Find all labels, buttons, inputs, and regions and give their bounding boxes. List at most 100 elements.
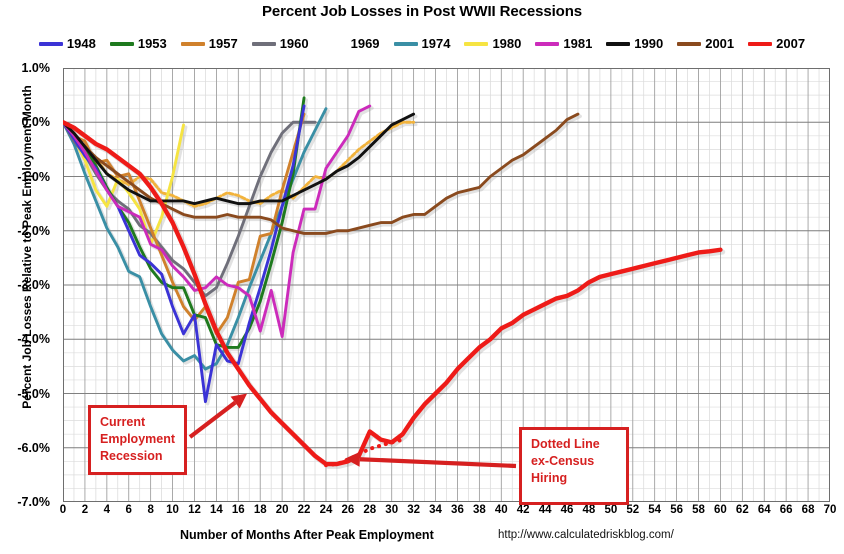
legend-label-1981: 1981: [563, 36, 593, 51]
legend-item-1974[interactable]: 1974: [393, 36, 451, 51]
legend-swatch-1974: [393, 41, 418, 46]
x-tick-label: 54: [648, 504, 662, 516]
legend-item-1960[interactable]: 1960: [251, 36, 309, 51]
y-tick-label: -2.0%: [17, 223, 50, 238]
x-tick-label: 46: [560, 504, 574, 516]
y-tick-label: -5.0%: [17, 386, 50, 401]
callout-line-3: Recession: [100, 449, 163, 463]
x-tick-label: 2: [81, 504, 89, 516]
x-tick-label: 30: [385, 504, 399, 516]
legend-swatch-1980: [464, 41, 489, 46]
x-tick-label: 48: [582, 504, 596, 516]
x-tick-label: 28: [363, 504, 377, 516]
legend-label-1948: 1948: [66, 36, 96, 51]
legend-swatch-2001: [677, 41, 702, 46]
x-tick-label: 12: [188, 504, 201, 516]
x-tick-label: 52: [626, 504, 640, 516]
y-tick-label: 1.0%: [21, 61, 51, 75]
legend-label-2007: 2007: [776, 36, 806, 51]
x-tick-label: 50: [604, 504, 618, 516]
legend-item-1948[interactable]: 1948: [38, 36, 96, 51]
x-tick-label: 38: [472, 504, 486, 516]
x-tick-label: 32: [407, 504, 421, 516]
series-line-1981: [63, 104, 372, 338]
legend-label-1980: 1980: [492, 36, 522, 51]
y-tick-label: -3.0%: [17, 278, 50, 292]
legend-item-1980[interactable]: 1980: [464, 36, 521, 51]
x-tick-label: 64: [757, 504, 771, 516]
legend-item-2007[interactable]: 2007: [748, 36, 805, 51]
y-axis-title: Percent Job Losses Relative to Peak Empl…: [20, 85, 34, 409]
legend-item-1981[interactable]: 1981: [535, 36, 592, 51]
x-tick-label: 42: [516, 504, 530, 516]
legend-label-1990: 1990: [634, 36, 664, 51]
x-tick-label: 24: [319, 504, 333, 516]
x-tick-label: 20: [275, 504, 289, 516]
y-tick-label: -4.0%: [17, 332, 50, 347]
y-axis-tick-labels: 1.0% 0.0% -1.0% -2.0% -3.0% -4.0% -5.0% -6.0% -7…: [0, 61, 58, 509]
source-url: http://www.calculatedriskblog.com/: [498, 529, 674, 541]
x-tick-label: 16: [231, 504, 245, 516]
callout-dotted-line-ex-census-hiring: Dotted Line ex-Census Hiring: [519, 427, 629, 505]
x-tick-label: 44: [538, 504, 552, 516]
legend-swatch-1960: [251, 41, 276, 46]
x-tick-label: 8: [147, 504, 154, 516]
series-line-2001: [63, 112, 580, 235]
y-tick-label: -7.0%: [17, 495, 50, 509]
chart-legend: 1948 1953 1957 1960 1969 1974 1980 1981 1990 2001…: [0, 36, 844, 51]
legend-swatch-1981: [535, 41, 560, 46]
callout-line-1: Dotted Line: [531, 437, 600, 451]
x-axis-title: Number of Months After Peak Employment: [180, 528, 434, 542]
legend-label-1953: 1953: [137, 36, 167, 51]
x-tick-label: 18: [253, 504, 267, 516]
x-tick-label: 22: [297, 504, 311, 516]
legend-item-1969[interactable]: 1969: [323, 36, 380, 51]
x-axis-tick-labels: 0 2 4 6 8 10 12 14 16 18 20 22 24 26 28 30 32 34 36 38 40 42 4…: [59, 504, 837, 522]
callout-current-employment-recession: Current Employment Recession: [88, 405, 187, 475]
x-tick-label: 70: [823, 504, 837, 516]
legend-swatch-1953: [109, 41, 134, 46]
legend-label-1974: 1974: [421, 36, 451, 51]
x-tick-label: 56: [670, 504, 683, 516]
legend-swatch-1969: [323, 42, 347, 46]
series-line-2007-ex-census: [323, 437, 405, 468]
chart-title: Percent Job Losses in Post WWII Recessio…: [261, 3, 583, 20]
x-tick-label: 10: [166, 504, 179, 516]
x-tick-label: 26: [341, 504, 355, 516]
x-tick-label: 4: [103, 504, 111, 516]
legend-swatch-1957: [180, 41, 205, 46]
legend-label-1969: 1969: [350, 36, 380, 51]
x-tick-label: 14: [209, 504, 223, 516]
x-tick-label: 58: [692, 504, 705, 516]
x-tick-label: 62: [735, 504, 749, 516]
callout-line-3: Hiring: [531, 471, 568, 485]
series-line-1957: [63, 112, 306, 336]
x-tick-label: 40: [494, 504, 508, 516]
legend-item-1990[interactable]: 1990: [606, 36, 663, 51]
legend-item-2001[interactable]: 2001: [677, 36, 734, 51]
callout-line-1: Current: [100, 415, 146, 429]
y-tick-label: 0.0%: [21, 115, 51, 130]
y-tick-label: -1.0%: [17, 169, 50, 184]
x-tick-label: 66: [779, 504, 793, 516]
callout-line-2: ex-Census: [531, 454, 595, 468]
legend-item-1953[interactable]: 1953: [109, 36, 167, 51]
x-tick-label: 34: [429, 504, 442, 516]
legend-swatch-1948: [38, 41, 63, 46]
x-tick-label: 0: [59, 504, 67, 516]
x-tick-label: 36: [451, 504, 464, 516]
y-tick-label: -6.0%: [17, 440, 50, 455]
series-line-1990: [63, 112, 416, 206]
series-line-1969: [63, 120, 416, 208]
legend-swatch-1990: [606, 41, 631, 46]
legend-label-1957: 1957: [208, 36, 238, 51]
x-tick-label: 6: [125, 504, 132, 516]
x-tick-label: 60: [714, 504, 727, 516]
legend-swatch-2007: [748, 41, 773, 46]
legend-label-2001: 2001: [705, 36, 735, 51]
legend-item-1957[interactable]: 1957: [180, 36, 238, 51]
legend-label-1960: 1960: [279, 36, 309, 51]
x-tick-label: 68: [801, 504, 815, 516]
callout-line-2: Employment: [100, 432, 176, 446]
